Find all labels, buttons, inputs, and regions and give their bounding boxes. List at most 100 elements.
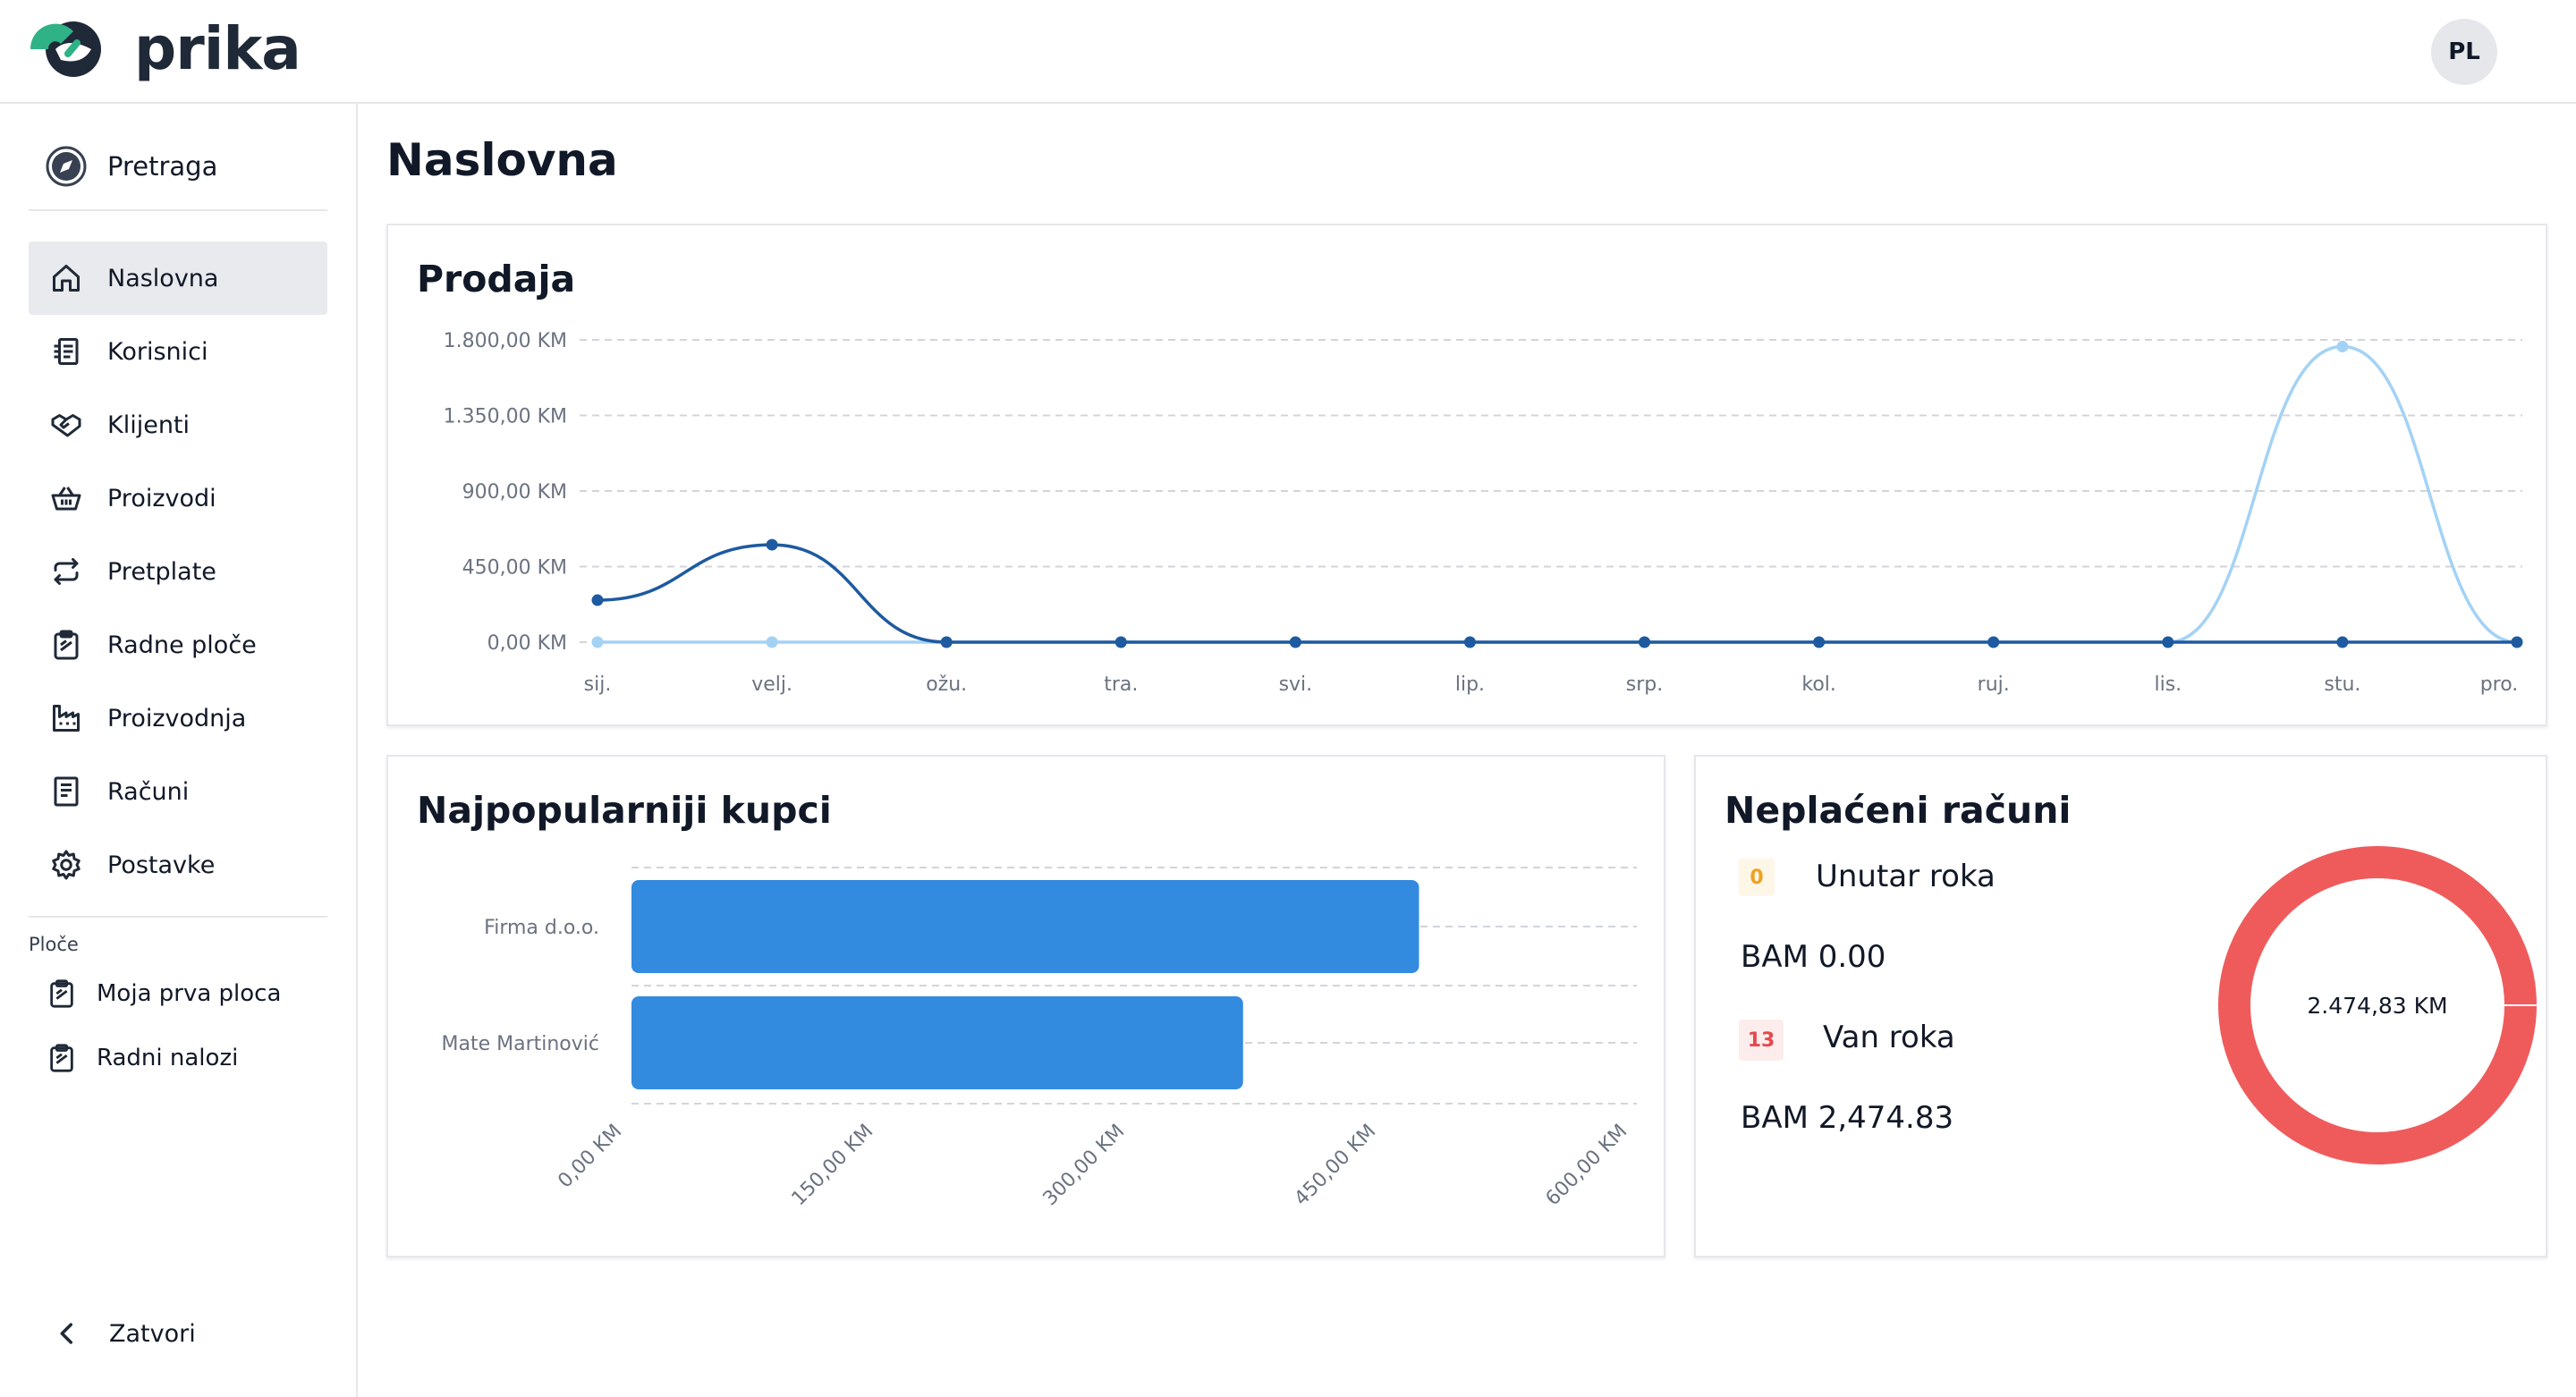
x-tick-label: sij. — [584, 673, 612, 696]
x-tick-label: 450,00 KM — [1291, 1121, 1381, 1211]
top-customers-card: Najpopularniji kupci Firma d.o.o. Mate Ma… — [386, 755, 1665, 1257]
donut-center-label: 2.474,83 KM — [2307, 993, 2447, 1019]
search-button[interactable]: Pretraga — [45, 140, 217, 193]
board-item-label: Radni nalozi — [97, 1045, 238, 1071]
sales-card: Prodaja 0,00 KM 450,00 KM 900,00 KM 1.350,0… — [386, 224, 2547, 726]
data-point-series-dark — [2336, 637, 2348, 648]
y-tick-label: 900,00 KM — [462, 481, 567, 504]
brand-logo[interactable]: prika — [27, 18, 301, 80]
x-tick-label: ruj. — [1978, 673, 2010, 696]
y-tick-label: 0,00 KM — [487, 632, 567, 655]
unpaid-donut-chart: 2.474,83 KM — [2181, 809, 2574, 1202]
x-tick-label: lis. — [2154, 673, 2182, 696]
data-point-series-dark — [2162, 637, 2174, 648]
sidebar-item-pretplate[interactable]: Pretplate — [29, 535, 327, 608]
sidebar-divider — [29, 916, 327, 918]
sidebar-item-proizvodi[interactable]: Proizvodi — [29, 461, 327, 535]
x-tick-label: pro. — [2480, 673, 2519, 696]
y-tick-label: 1.350,00 KM — [444, 406, 567, 428]
receipt-icon — [48, 774, 84, 809]
repeat-icon — [48, 554, 84, 589]
x-tick-label: kol. — [1801, 673, 1836, 696]
x-tick-label: tra. — [1104, 673, 1138, 696]
x-tick-label: srp. — [1626, 673, 1663, 696]
data-point-series-dark — [592, 595, 604, 606]
sidebar-item-proizvodnja[interactable]: Proizvodnja — [29, 682, 327, 755]
sidebar-item-label: Klijenti — [107, 411, 190, 439]
sidebar-item-radne-ploce[interactable]: Radne ploče — [29, 608, 327, 682]
overdue-label: Van roka — [1823, 1020, 1955, 1055]
basket-icon — [48, 480, 84, 516]
clipboard-icon — [47, 1043, 77, 1073]
page-title: Naslovna — [386, 134, 618, 186]
data-point-series-light — [767, 637, 778, 648]
x-tick-label: velj. — [751, 673, 792, 696]
within-label: Unutar roka — [1816, 859, 1996, 894]
x-tick-label: 150,00 KM — [788, 1121, 878, 1211]
x-tick-label: 0,00 KM — [554, 1121, 626, 1193]
top-bar: prika PL — [0, 0, 2576, 104]
x-tick-label: ožu. — [926, 673, 967, 696]
factory-icon — [48, 700, 84, 736]
sidebar-item-label: Naslovna — [107, 265, 218, 292]
within-amount: BAM 0.00 — [1741, 939, 1885, 975]
search-label: Pretraga — [107, 151, 217, 182]
data-point-series-light — [592, 637, 604, 648]
sidebar-item-label: Proizvodi — [107, 485, 216, 512]
gear-icon — [48, 847, 84, 883]
top-customers-bar-chart: Firma d.o.o. Mate Martinović 0,00 KM 150,00… — [388, 757, 1664, 1256]
sales-line-chart: 0,00 KM 450,00 KM 900,00 KM 1.350,00 KM 1.80… — [388, 225, 2546, 724]
x-tick-label: lip. — [1455, 673, 1485, 696]
compass-icon — [45, 145, 88, 188]
data-point-series-light — [2336, 341, 2348, 352]
sidebar-item-naslovna[interactable]: Naslovna — [29, 241, 327, 315]
sidebar-item-label: Pretplate — [107, 558, 216, 586]
sidebar-item-postavke[interactable]: Postavke — [29, 828, 327, 902]
data-point-series-dark — [1639, 637, 1650, 648]
users-icon — [48, 334, 84, 369]
x-tick-label: svi. — [1279, 673, 1313, 696]
sidebar-item-klijenti[interactable]: Klijenti — [29, 388, 327, 461]
x-tick-label: stu. — [2324, 673, 2360, 696]
board-item-label: Moja prva ploca — [97, 980, 281, 1007]
bar-category-label: Firma d.o.o. — [484, 917, 599, 939]
data-point-series-dark — [2512, 637, 2523, 648]
unpaid-invoices-card: Neplaćeni računi 0 Unutar roka BAM 0.00 … — [1694, 755, 2547, 1257]
user-avatar[interactable]: PL — [2431, 19, 2497, 85]
within-count-badge: 0 — [1739, 859, 1775, 896]
data-point-series-dark — [1987, 637, 1999, 648]
sidebar-item-racuni[interactable]: Računi — [29, 755, 327, 828]
unpaid-title: Neplaćeni računi — [1724, 789, 2071, 832]
bar — [631, 880, 1419, 973]
x-tick-label: 300,00 KM — [1039, 1121, 1130, 1211]
brand-name: prika — [134, 20, 301, 79]
sidebar-item-label: Korisnici — [107, 338, 208, 366]
home-icon — [48, 260, 84, 296]
sidebar-item-label: Postavke — [107, 851, 215, 879]
y-tick-label: 450,00 KM — [462, 557, 567, 580]
bar-category-label: Mate Martinović — [442, 1033, 600, 1055]
sidebar-item-korisnici[interactable]: Korisnici — [29, 315, 327, 388]
chevron-left-icon — [52, 1318, 82, 1349]
sidebar-item-label: Radne ploče — [107, 631, 257, 659]
data-point-series-dark — [1464, 637, 1476, 648]
board-item-radni-nalozi[interactable]: Radni nalozi — [47, 1036, 238, 1080]
prika-logo-icon — [27, 18, 120, 80]
sidebar-item-label: Proizvodnja — [107, 705, 246, 732]
bar — [631, 996, 1243, 1089]
data-point-series-dark — [1813, 637, 1825, 648]
clipboard-icon — [47, 978, 77, 1009]
handshake-icon — [48, 407, 84, 443]
overdue-count-badge: 13 — [1739, 1020, 1784, 1061]
board-item-moja-prva-ploca[interactable]: Moja prva ploca — [47, 971, 281, 1016]
sidebar-divider — [29, 209, 327, 211]
data-point-series-dark — [767, 539, 778, 551]
series-line-series-light — [597, 347, 2517, 642]
sidebar: Pretraga Naslovna Korisnici Klijenti Pro… — [0, 104, 358, 1397]
overdue-amount: BAM 2,474.83 — [1741, 1100, 1953, 1136]
series-line-series-dark — [597, 545, 2517, 642]
close-sidebar-button[interactable]: Zatvori — [52, 1311, 196, 1356]
y-tick-label: 1.800,00 KM — [444, 330, 567, 352]
x-tick-label: 600,00 KM — [1542, 1121, 1632, 1211]
data-point-series-dark — [941, 637, 953, 648]
